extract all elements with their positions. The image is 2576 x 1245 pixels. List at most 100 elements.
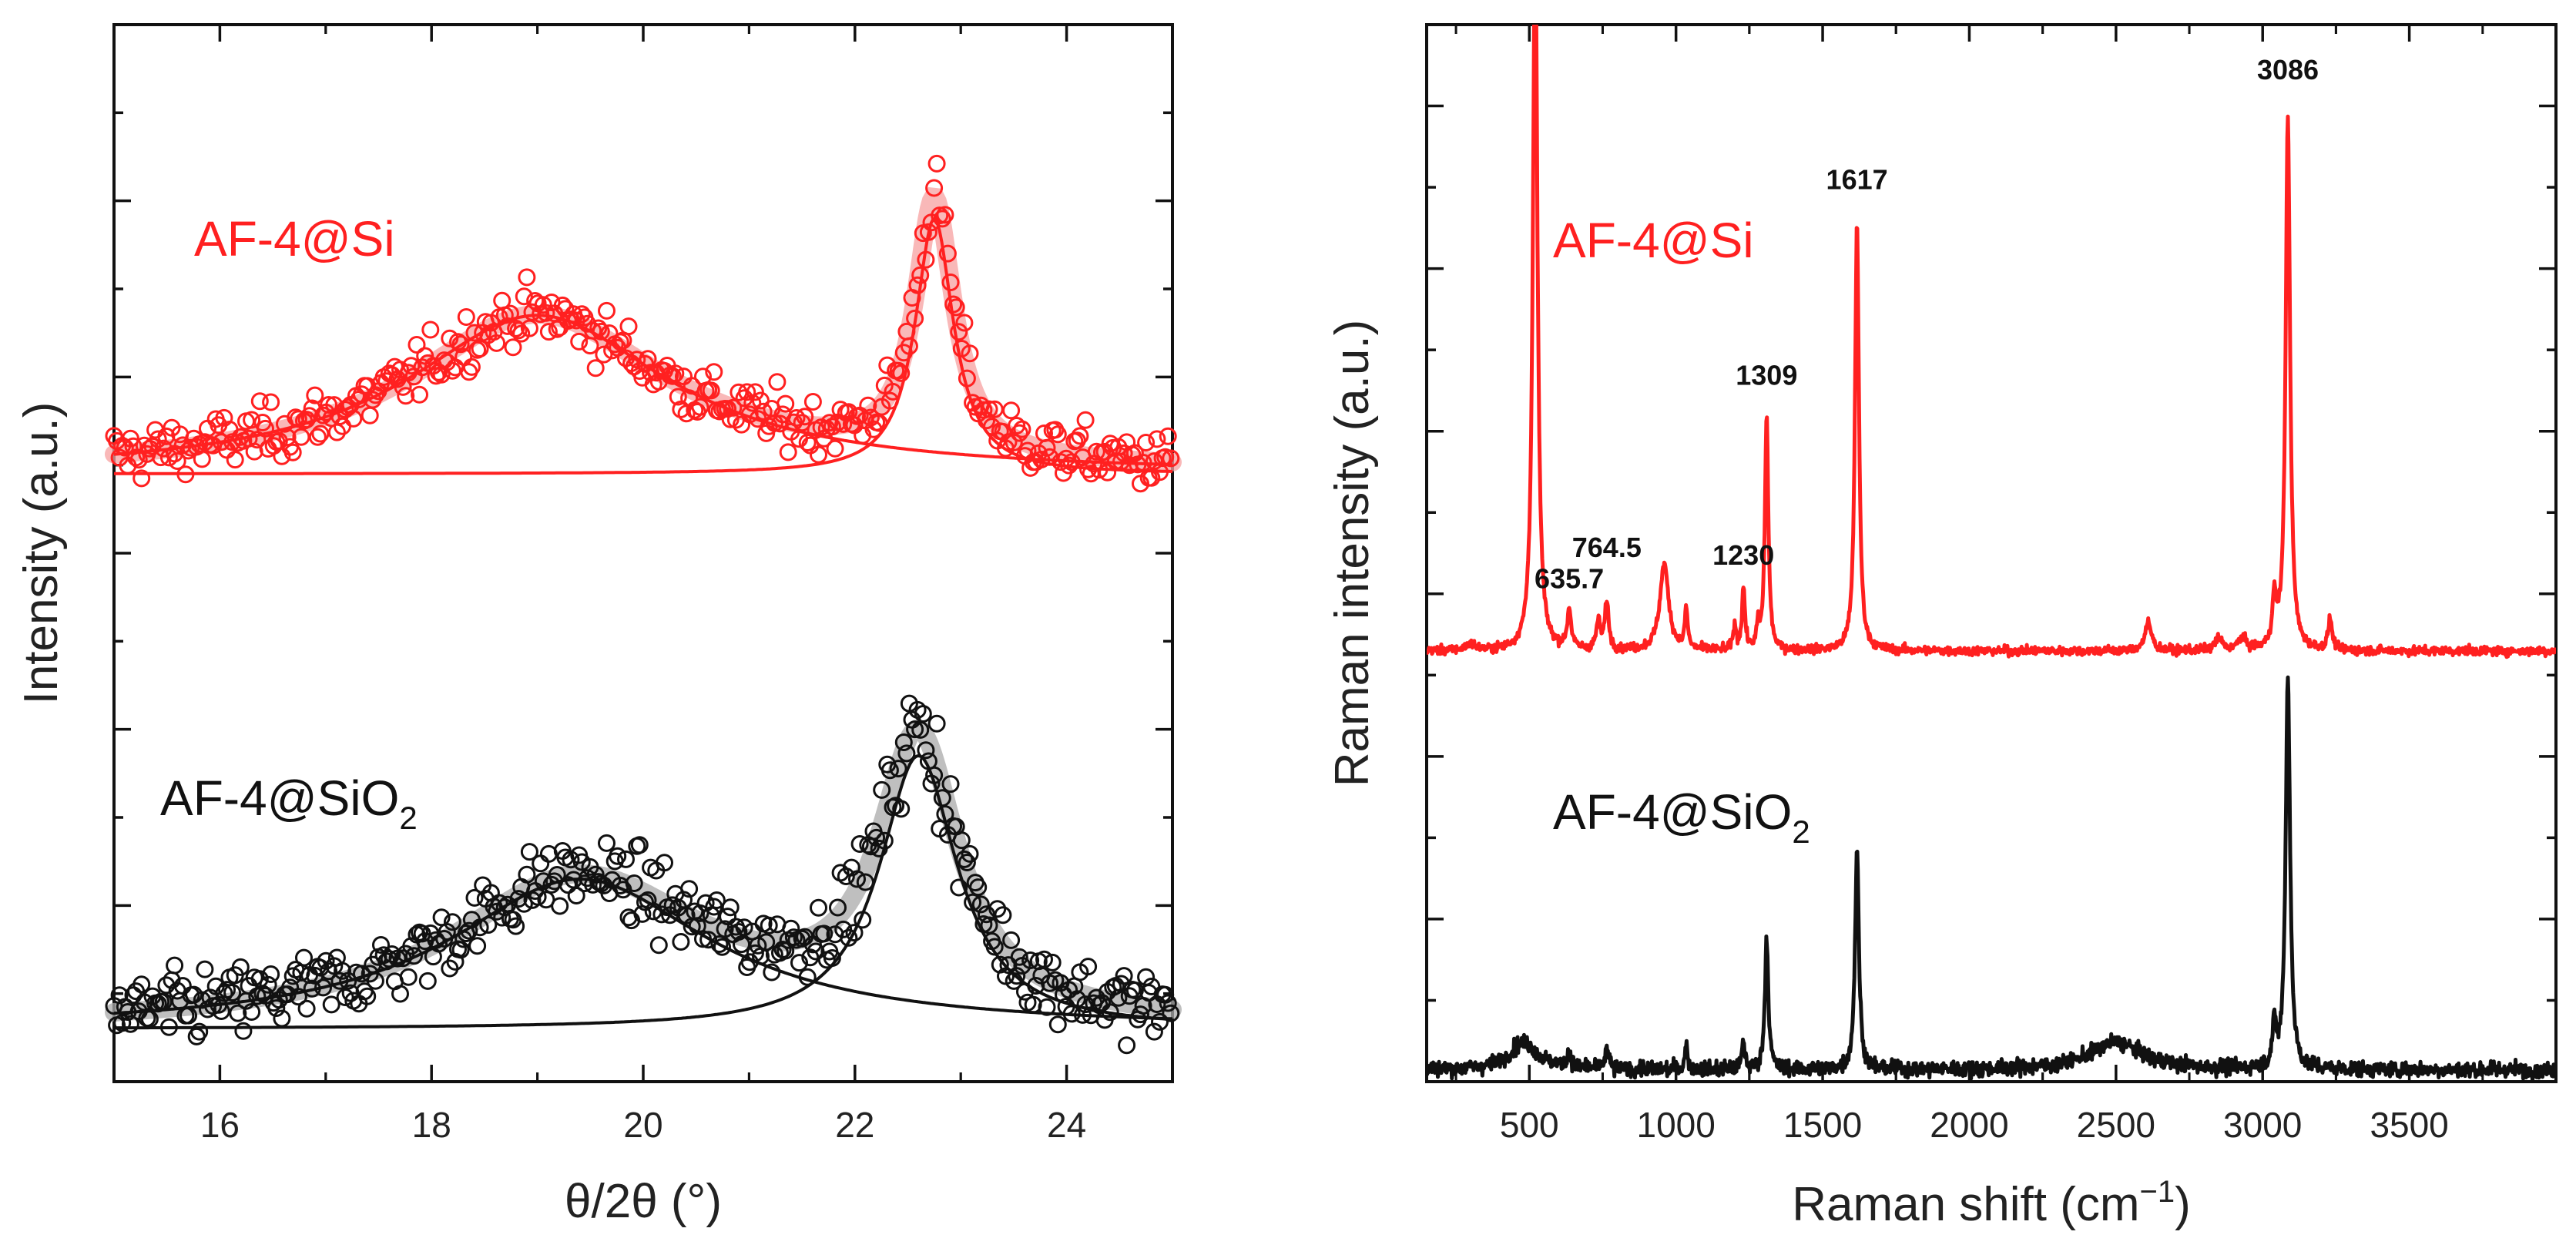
data-point [705,363,723,381]
data-point [617,850,635,868]
data-point [507,319,525,337]
data-point [776,941,795,960]
data-point [730,383,748,401]
data-point [721,898,740,917]
data-point [699,931,718,949]
data-point [334,961,351,980]
data-point [262,393,280,411]
data-point [894,733,913,751]
data-point [358,987,377,1005]
data-point [320,962,338,981]
data-point [418,972,437,990]
x-tick-label: 22 [835,1105,874,1145]
data-point [906,720,924,739]
data-point [609,847,627,865]
data-point [488,334,506,352]
x-tick-label: 24 [1047,1105,1086,1145]
data-point [443,361,461,380]
data-point [308,428,327,446]
data-point [1021,951,1040,969]
data-point [1048,1015,1067,1034]
data-point [630,836,649,854]
data-point [649,936,668,955]
data-point [776,394,795,413]
data-point [820,414,839,432]
data-point [914,705,932,723]
data-point [713,938,731,956]
y-axis-label: Intensity (a.u.) [15,402,68,705]
data-point [1079,958,1098,976]
data-point [680,880,699,898]
data-point [1159,994,1177,1012]
data-point [971,895,990,914]
data-point [250,392,269,411]
data-point [880,761,899,780]
plot-frame [1425,23,2558,1083]
x-tick-label: 20 [623,1105,662,1145]
data-point [958,854,976,871]
data-point [132,975,151,994]
data-point [295,948,313,967]
data-point [980,400,998,418]
data-point [215,984,233,1002]
data-point [311,425,330,443]
data-point [399,968,418,986]
label-main: AF-4@SiO [1553,784,1792,840]
data-point [1038,438,1056,457]
data-point [372,936,390,954]
data-point [402,357,421,375]
data-point [413,925,431,943]
data-point [253,985,272,1003]
data-point [936,206,954,224]
data-point [1151,1012,1169,1031]
data-point [768,373,787,391]
data-point [931,206,949,225]
data-point [1035,950,1053,968]
data-point [462,357,481,376]
data-point [859,396,877,414]
sample-label-af4-sio2: AF-4@SiO2 [1553,784,1810,850]
data-point [702,906,720,925]
data-point [430,935,448,953]
data-point [796,408,814,426]
data-point [927,154,946,173]
peak-label-1309: 1309 [1736,360,1797,391]
data-point [570,332,589,351]
data-point [1048,425,1067,444]
data-point [404,947,423,965]
x-tick-label: 500 [1500,1105,1559,1145]
data-point [1002,401,1021,420]
x-tick-label: 2500 [2077,1105,2155,1145]
label-subscript: 2 [399,800,417,836]
data-point [515,287,533,306]
data-point [598,834,615,852]
data-point [539,323,558,341]
data-point [532,854,550,873]
fit-component-1 [113,877,1173,1021]
data-point [873,780,891,799]
data-point [193,450,211,468]
data-point [397,387,415,405]
data-point [807,942,825,961]
data-point [1043,953,1062,972]
data-point [451,335,470,354]
data-point [941,273,960,291]
data-point [955,314,974,332]
sample-label-af4-si: AF-4@Si [194,211,395,267]
data-point [1118,1036,1136,1055]
label-main: AF-4@SiO [160,770,399,826]
sample-label-af4-si: AF-4@Si [1553,213,1754,268]
x-axis-label: θ/2θ (°) [565,1175,722,1228]
data-point [969,878,988,897]
data-point [639,891,657,909]
data-point [1115,967,1133,985]
data-point [234,1022,253,1040]
spectrum-af4-si [1427,25,2556,659]
data-point [790,954,808,972]
data-point [1137,434,1156,451]
data-point [553,296,572,314]
data-point [1005,433,1023,451]
data-point [229,1004,247,1022]
data-point [289,988,307,1006]
